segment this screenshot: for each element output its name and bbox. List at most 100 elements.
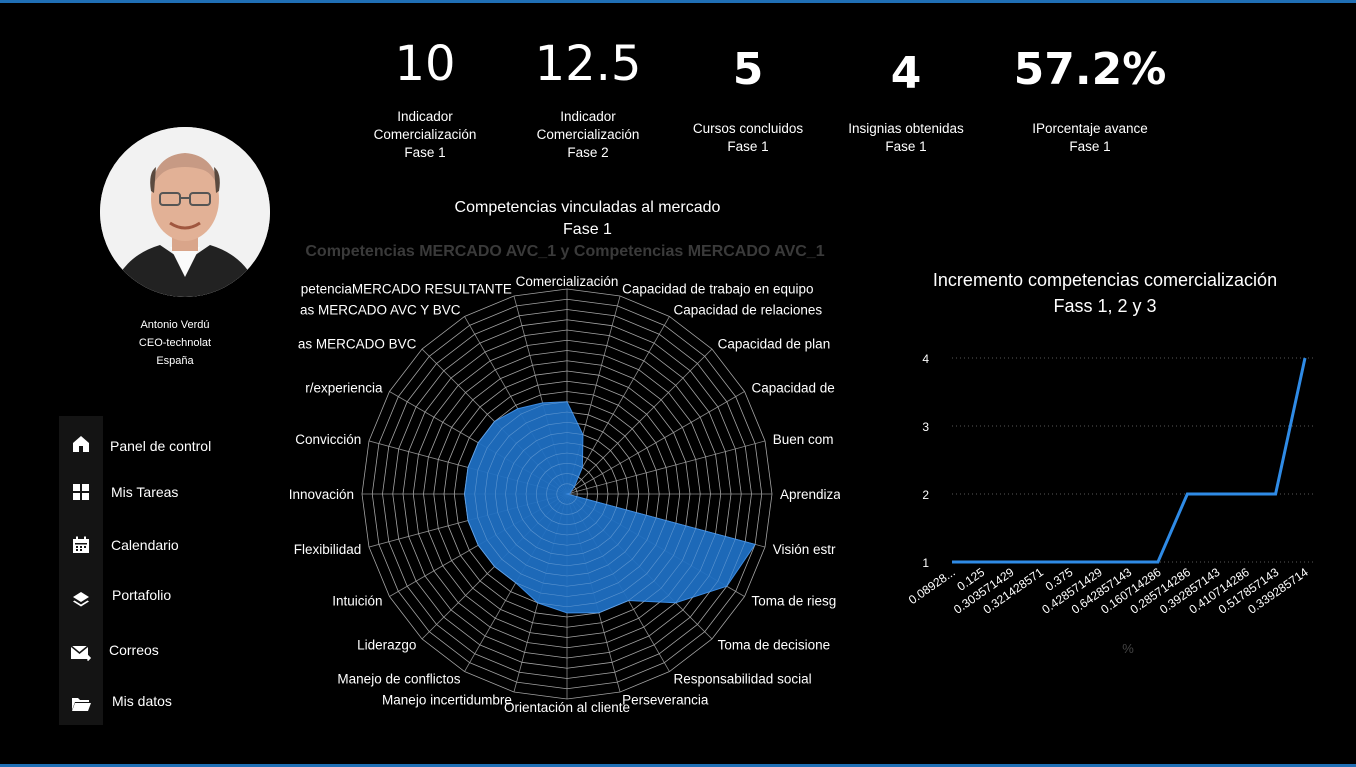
y-tick-label: 2 (922, 488, 929, 502)
radar-axis-label: Capacidad de (751, 381, 834, 396)
nav-item-correos[interactable]: Correos (59, 632, 159, 668)
y-tick-label: 1 (922, 556, 929, 570)
radar-grid-overlay (535, 462, 599, 526)
radar-grid-overlay (392, 319, 742, 669)
radar-grid-overlay (494, 421, 640, 567)
line-chart: 12340.08928...0.1250.3035714290.32142857… (906, 352, 1313, 656)
kpi-card-courses: 5 Cursos concluidos Fase 1 (678, 48, 818, 156)
kpi-value: 57.2% (1013, 44, 1167, 95)
radar-axis-label: Innovación (290, 487, 354, 502)
kpi-label-line: IPorcentaje avance (1032, 121, 1148, 136)
kpi-label-line: Indicador (560, 109, 616, 124)
layers-icon (59, 577, 103, 613)
radar-chart-title: Competencias vinculadas al mercado Fase … (380, 197, 795, 241)
nav-label: Panel de control (110, 438, 212, 454)
nav-label: Correos (109, 642, 159, 658)
radar-axis-label: Buen com (773, 432, 834, 447)
radar-axis-label: Visión estr (773, 542, 836, 557)
kpi-value: 10 (394, 36, 456, 92)
radar-grid-overlay (525, 452, 609, 536)
radar-grid-overlay (402, 329, 732, 659)
kpi-label-line: Fase 2 (567, 145, 609, 160)
radar-chart: Comercialización Capacidad de trabajo en … (290, 274, 840, 715)
kpi-label-line: Comercialización (373, 127, 477, 142)
radar-grid-overlay (556, 483, 578, 505)
nav-label: Mis Tareas (111, 484, 179, 500)
nav-label: Calendario (111, 537, 179, 553)
radar-spoke (566, 316, 670, 495)
radar-axis-label: petenciaMERCADO RESULTANTE (301, 281, 512, 296)
bottom-border (0, 764, 1356, 767)
radar-grid-overlay (474, 401, 660, 587)
radar-grid-overlay (361, 288, 773, 700)
y-tick-label: 4 (922, 352, 929, 366)
radar-axis-label: Toma de riesg (751, 594, 836, 609)
radar-axis-label: Flexibilidad (294, 542, 362, 557)
y-tick-label: 3 (922, 420, 929, 434)
radar-grid-overlay (423, 350, 711, 638)
radar-grid-overlay (464, 391, 670, 597)
kpi-label-line: Fase 1 (885, 139, 927, 154)
radar-axis-label: Convicción (295, 432, 361, 447)
nav-item-calendario[interactable]: Calendario (59, 527, 179, 563)
line-chart-title: Incremento competencias comercialización… (880, 267, 1330, 319)
radar-spoke (566, 391, 745, 495)
radar-axis-label: Capacidad de relaciones (674, 303, 823, 318)
radar-chart-subtitle: Competencias MERCADO AVC_1 y Competencia… (305, 243, 825, 260)
profile-info: Antonio Verdú CEO-technolat España (100, 316, 250, 370)
kpi-label-line: Fase 1 (727, 139, 769, 154)
radar-grid-overlay (515, 442, 619, 546)
top-border (0, 0, 1356, 3)
radar-axis-label: Orientación al cliente (504, 700, 630, 715)
radar-axis-label: Capacidad de plan (718, 336, 831, 351)
radar-axis-label: as MERCADO BVC (298, 336, 417, 351)
kpi-card-badges: 4 Insignias obtenidas Fase 1 (836, 52, 976, 156)
calendar-icon (59, 527, 103, 563)
avatar-portrait-icon (100, 127, 270, 297)
profile-role: CEO-technolat (138, 337, 212, 349)
line-series (952, 357, 1307, 564)
nav-label: Mis datos (112, 693, 172, 709)
nav-item-mis-datos[interactable]: Mis datos (59, 683, 172, 719)
kpi-value: 5 (732, 44, 764, 95)
radar-grid-overlay (371, 298, 763, 690)
profile-name: Antonio Verdú (140, 319, 210, 331)
radar-spoke (566, 348, 713, 495)
radar-axis-label: as MERCADO AVC Y BVC (300, 303, 461, 318)
kpi-card-progress: 57.2% IPorcentaje avance Fase 1 (1000, 48, 1180, 156)
radar-grid-overlay (412, 339, 722, 649)
radar-grid-overlay (505, 432, 629, 556)
line-title-line: Incremento competencias comercialización (932, 270, 1278, 290)
radar-title-line-2: Fase 1 (563, 221, 612, 238)
kpi-label-line: Fase 1 (404, 145, 446, 160)
radar-grid-overlay (484, 411, 650, 577)
home-icon (59, 426, 103, 462)
radar-grid-overlay (546, 473, 588, 515)
kpi-value: 4 (890, 48, 922, 99)
radar-axis-label: Responsabilidad social (674, 671, 812, 686)
radar-axis-label: r/experiencia (305, 381, 383, 396)
kpi-card-commercialization-1: 10 Indicador Comercialización Fase 1 (355, 40, 495, 162)
nav-item-panel-de-control[interactable]: Panel de control (59, 426, 211, 462)
nav-label: Portafolio (112, 587, 172, 603)
nav-item-mis-tareas[interactable]: Mis Tareas (59, 474, 178, 510)
radar-axis-label: Aprendiza (780, 487, 840, 502)
nav-sidebar (59, 416, 103, 725)
radar-axis-label: Perseverancia (622, 693, 709, 708)
kpi-card-commercialization-2: 12.5 Indicador Comercialización Fase 2 (518, 40, 658, 162)
folder-icon (59, 683, 103, 719)
mail-icon (59, 632, 103, 668)
radar-axis-label: Liderazgo (357, 638, 416, 653)
radar-axis-label: Toma de decisione (718, 638, 831, 653)
kpi-label-line: Fase 1 (1069, 139, 1111, 154)
radar-axis-label: Manejo incertidumbre (382, 693, 512, 708)
x-axis-title: % (1122, 641, 1134, 656)
radar-axis-label: Capacidad de trabajo en equipo (622, 281, 813, 296)
radar-spoke (566, 440, 766, 495)
radar-data-area (463, 401, 756, 614)
avatar (100, 127, 270, 297)
nav-item-portafolio[interactable]: Portafolio (59, 577, 171, 613)
radar-grid-overlay (382, 309, 752, 679)
kpi-label-line: Indicador (397, 109, 453, 124)
x-tick-label: 0.08928... (906, 565, 958, 607)
